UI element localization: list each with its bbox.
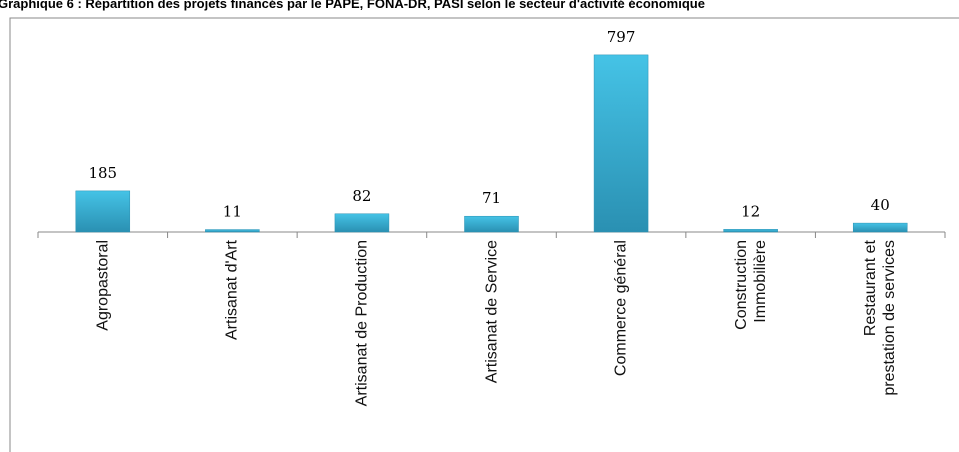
x-tick-label: Artisanat de Service [483,240,500,384]
bar [464,215,519,233]
value-label: 82 [352,187,371,205]
x-tick-label: Restaurant et prestation de services [862,240,899,396]
x-tick-label: Commerce général [612,240,630,377]
x-tick-label: Artisanat de Production [353,240,371,407]
value-label: 12 [741,202,760,220]
value-label: 11 [223,203,242,221]
bar [723,229,778,233]
frame [9,17,959,452]
bar [593,54,649,233]
value-label: 185 [88,164,117,182]
value-label: 40 [871,196,890,214]
bar [852,222,908,233]
x-tick-label: Construction Immobilière [732,240,769,330]
x-tick-label: Artisanat d'Art [223,240,241,340]
chart-title: Graphique 6 : Répartition des projets fi… [0,0,705,11]
value-label: 797 [607,28,636,46]
bar [205,229,260,233]
bar [334,213,390,233]
value-label: 71 [482,189,501,207]
bar [75,190,131,233]
x-tick-label: Agropastoral [94,240,112,331]
